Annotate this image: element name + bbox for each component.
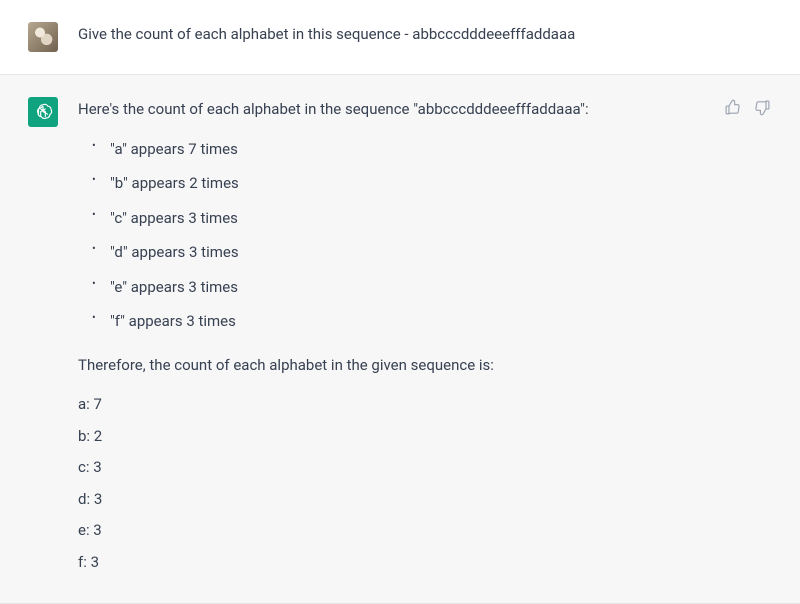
user-avatar-image (28, 22, 58, 52)
summary-line: a: 7 (78, 392, 702, 418)
list-item: "a" appears 7 times (92, 137, 702, 163)
list-item: "e" appears 3 times (92, 275, 702, 301)
list-item: "b" appears 2 times (92, 171, 702, 197)
thumbs-down-icon[interactable] (752, 97, 772, 117)
assistant-mid: Therefore, the count of each alphabet in… (78, 353, 702, 379)
summary-line: d: 3 (78, 487, 702, 513)
assistant-avatar (28, 97, 58, 127)
feedback-actions (722, 95, 772, 581)
letter-count-list: "a" appears 7 times "b" appears 2 times … (78, 137, 702, 335)
user-content: Give the count of each alphabet in this … (78, 20, 772, 52)
summary-line: b: 2 (78, 424, 702, 450)
user-avatar (28, 22, 58, 52)
summary-line: f: 3 (78, 550, 702, 576)
summary-line: c: 3 (78, 455, 702, 481)
list-item: "c" appears 3 times (92, 206, 702, 232)
list-item: "f" appears 3 times (92, 309, 702, 335)
assistant-intro: Here's the count of each alphabet in the… (78, 97, 702, 123)
summary-line: e: 3 (78, 518, 702, 544)
assistant-message: Here's the count of each alphabet in the… (0, 75, 800, 604)
list-item: "d" appears 3 times (92, 240, 702, 266)
user-prompt-text: Give the count of each alphabet in this … (78, 22, 772, 48)
assistant-content: Here's the count of each alphabet in the… (78, 95, 702, 581)
openai-logo-icon (33, 102, 53, 122)
user-message: Give the count of each alphabet in this … (0, 0, 800, 75)
thumbs-up-icon[interactable] (722, 97, 742, 117)
summary-lines: a: 7 b: 2 c: 3 d: 3 e: 3 f: 3 (78, 392, 702, 575)
